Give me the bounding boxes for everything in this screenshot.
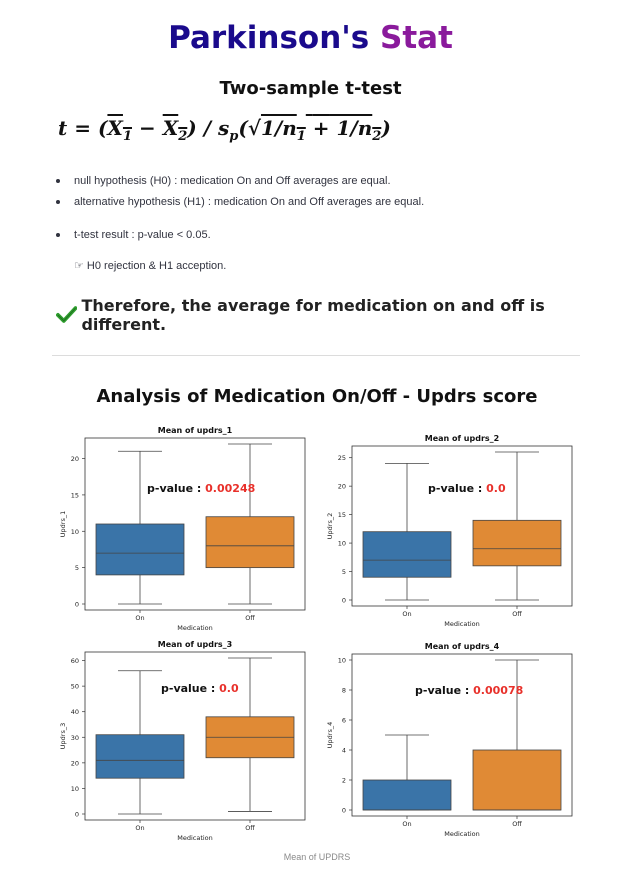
box-on [362, 779, 452, 811]
y-tick-label: 0 [342, 597, 346, 605]
boxplot-updrs-4: Mean of updrs_4 0 2 4 6 8 10 Updrs_4 On Off Medica… [326, 642, 573, 838]
y-tick-label: 5 [75, 564, 79, 572]
y-tick-label: 60 [71, 657, 79, 665]
y-tick-label: 15 [338, 511, 346, 519]
plot-frame [84, 437, 306, 611]
pvalue-value: 0.0 [219, 682, 239, 695]
bullet-alt-hypothesis: alternative hypothesis (H1) : medication… [56, 193, 424, 214]
y-axis-label: Updrs_1 [59, 511, 67, 537]
x-tick-label: Off [512, 820, 522, 828]
y-tick-label: 10 [338, 657, 346, 665]
boxplot-updrs-1: Mean of updrs_1 0 5 10 15 20 Updrs_1 On Off Medic… [59, 426, 306, 632]
pvalue-annotation: p-value : 0.00078 [415, 684, 523, 697]
x-tick-label: Off [245, 614, 255, 622]
bullet-test-result: t-test result : p-value < 0.05. [56, 226, 424, 247]
formula-root-content: 1/n1 + 1/n2 [260, 116, 382, 144]
chart-title: Mean of updrs_3 [158, 640, 232, 649]
y-tick-label: 2 [342, 777, 346, 785]
x-tick-label: On [135, 614, 144, 622]
y-tick-label: 30 [71, 734, 79, 742]
formula-x1: X1 [107, 116, 132, 144]
x-tick-label: On [135, 824, 144, 832]
y-tick-label: 0 [75, 601, 79, 609]
x-axis-label: Medication [177, 834, 213, 842]
formula-equals: = [74, 116, 91, 140]
plot-frame [351, 445, 573, 607]
t-test-formula: t = (X1 − X2) / sp(√1/n1 + 1/n2) [58, 116, 391, 144]
y-tick-label: 8 [342, 687, 346, 695]
y-tick-label: 6 [342, 717, 346, 725]
y-tick-label: 4 [342, 747, 346, 755]
x-tick-label: On [402, 820, 411, 828]
title-part-1: Parkinson's [168, 20, 370, 56]
formula-lhs: t [58, 116, 68, 140]
y-tick-label: 20 [71, 455, 79, 463]
x-tick-label: Off [512, 610, 522, 618]
pvalue-value: 0.00078 [473, 684, 523, 697]
formula-x2: X2 [162, 116, 188, 144]
y-tick-label: 5 [342, 568, 346, 576]
y-tick-label: 0 [342, 807, 346, 815]
bullet-null-hypothesis: null hypothesis (H0) : medication On and… [56, 172, 424, 193]
chart-title: Mean of updrs_4 [425, 642, 500, 651]
formula-sp: sp [218, 116, 239, 144]
box-off [472, 749, 562, 811]
hypothesis-list: null hypothesis (H0) : medication On and… [56, 172, 424, 247]
pvalue-value: 0.0 [486, 482, 506, 495]
y-axis-label: Updrs_3 [59, 723, 67, 749]
conclusion: Therefore, the average for medication on… [56, 296, 621, 334]
y-tick-label: 0 [75, 811, 79, 819]
section-subtitle: Two-sample t-test [219, 78, 402, 99]
box-on [362, 531, 452, 578]
title-part-2: Stat [380, 20, 453, 56]
y-axis-label: Updrs_2 [326, 513, 334, 539]
x-axis-label: Medication [444, 830, 480, 838]
boxplot-updrs-2: Mean of updrs_2 0 5 10 15 20 25 Updrs_2 On Off Med… [326, 434, 573, 628]
y-axis-label: Updrs_4 [326, 722, 334, 748]
plot-frame [351, 653, 573, 817]
checkmark-icon [56, 306, 78, 323]
formula-minus: − [138, 116, 156, 140]
page-title: Parkinson's Stat [0, 20, 621, 56]
formula-slash: / [203, 116, 212, 140]
pvalue-annotation: p-value : 0.00248 [147, 482, 255, 495]
divider [52, 355, 580, 356]
pvalue-value: 0.00248 [205, 482, 255, 495]
plot-frame [84, 651, 306, 821]
box-off [205, 516, 295, 569]
y-tick-label: 50 [71, 683, 79, 691]
x-axis-label: Medication [444, 620, 480, 628]
chart-title: Mean of updrs_1 [158, 426, 233, 435]
y-tick-label: 40 [71, 708, 79, 716]
conclusion-text: Therefore, the average for medication on… [81, 296, 545, 334]
y-tick-label: 20 [71, 759, 79, 767]
y-tick-label: 10 [71, 528, 79, 536]
sqrt-icon: √ [247, 116, 261, 140]
box-on [95, 523, 185, 576]
rejection-note: ☞ H0 rejection & H1 acception. [74, 260, 227, 272]
x-axis-label: Medication [177, 624, 213, 632]
boxplot-updrs-3: Mean of updrs_3 0 10 20 30 40 50 60 Updrs_3 On Off… [59, 640, 306, 842]
figure-caption: Mean of UPDRS [283, 852, 351, 862]
chart-title: Mean of updrs_2 [425, 434, 499, 443]
y-tick-label: 20 [338, 483, 346, 491]
y-tick-label: 10 [71, 785, 79, 793]
y-tick-label: 10 [338, 540, 346, 548]
x-tick-label: Off [245, 824, 255, 832]
y-tick-label: 15 [71, 491, 79, 499]
analysis-title: Analysis of Medication On/Off - Updrs sc… [96, 386, 538, 407]
y-tick-label: 25 [338, 454, 346, 462]
box-off [472, 519, 562, 567]
pvalue-annotation: p-value : 0.0 [428, 482, 506, 495]
box-on [95, 734, 185, 779]
pvalue-annotation: p-value : 0.0 [161, 682, 239, 695]
x-tick-label: On [402, 610, 411, 618]
